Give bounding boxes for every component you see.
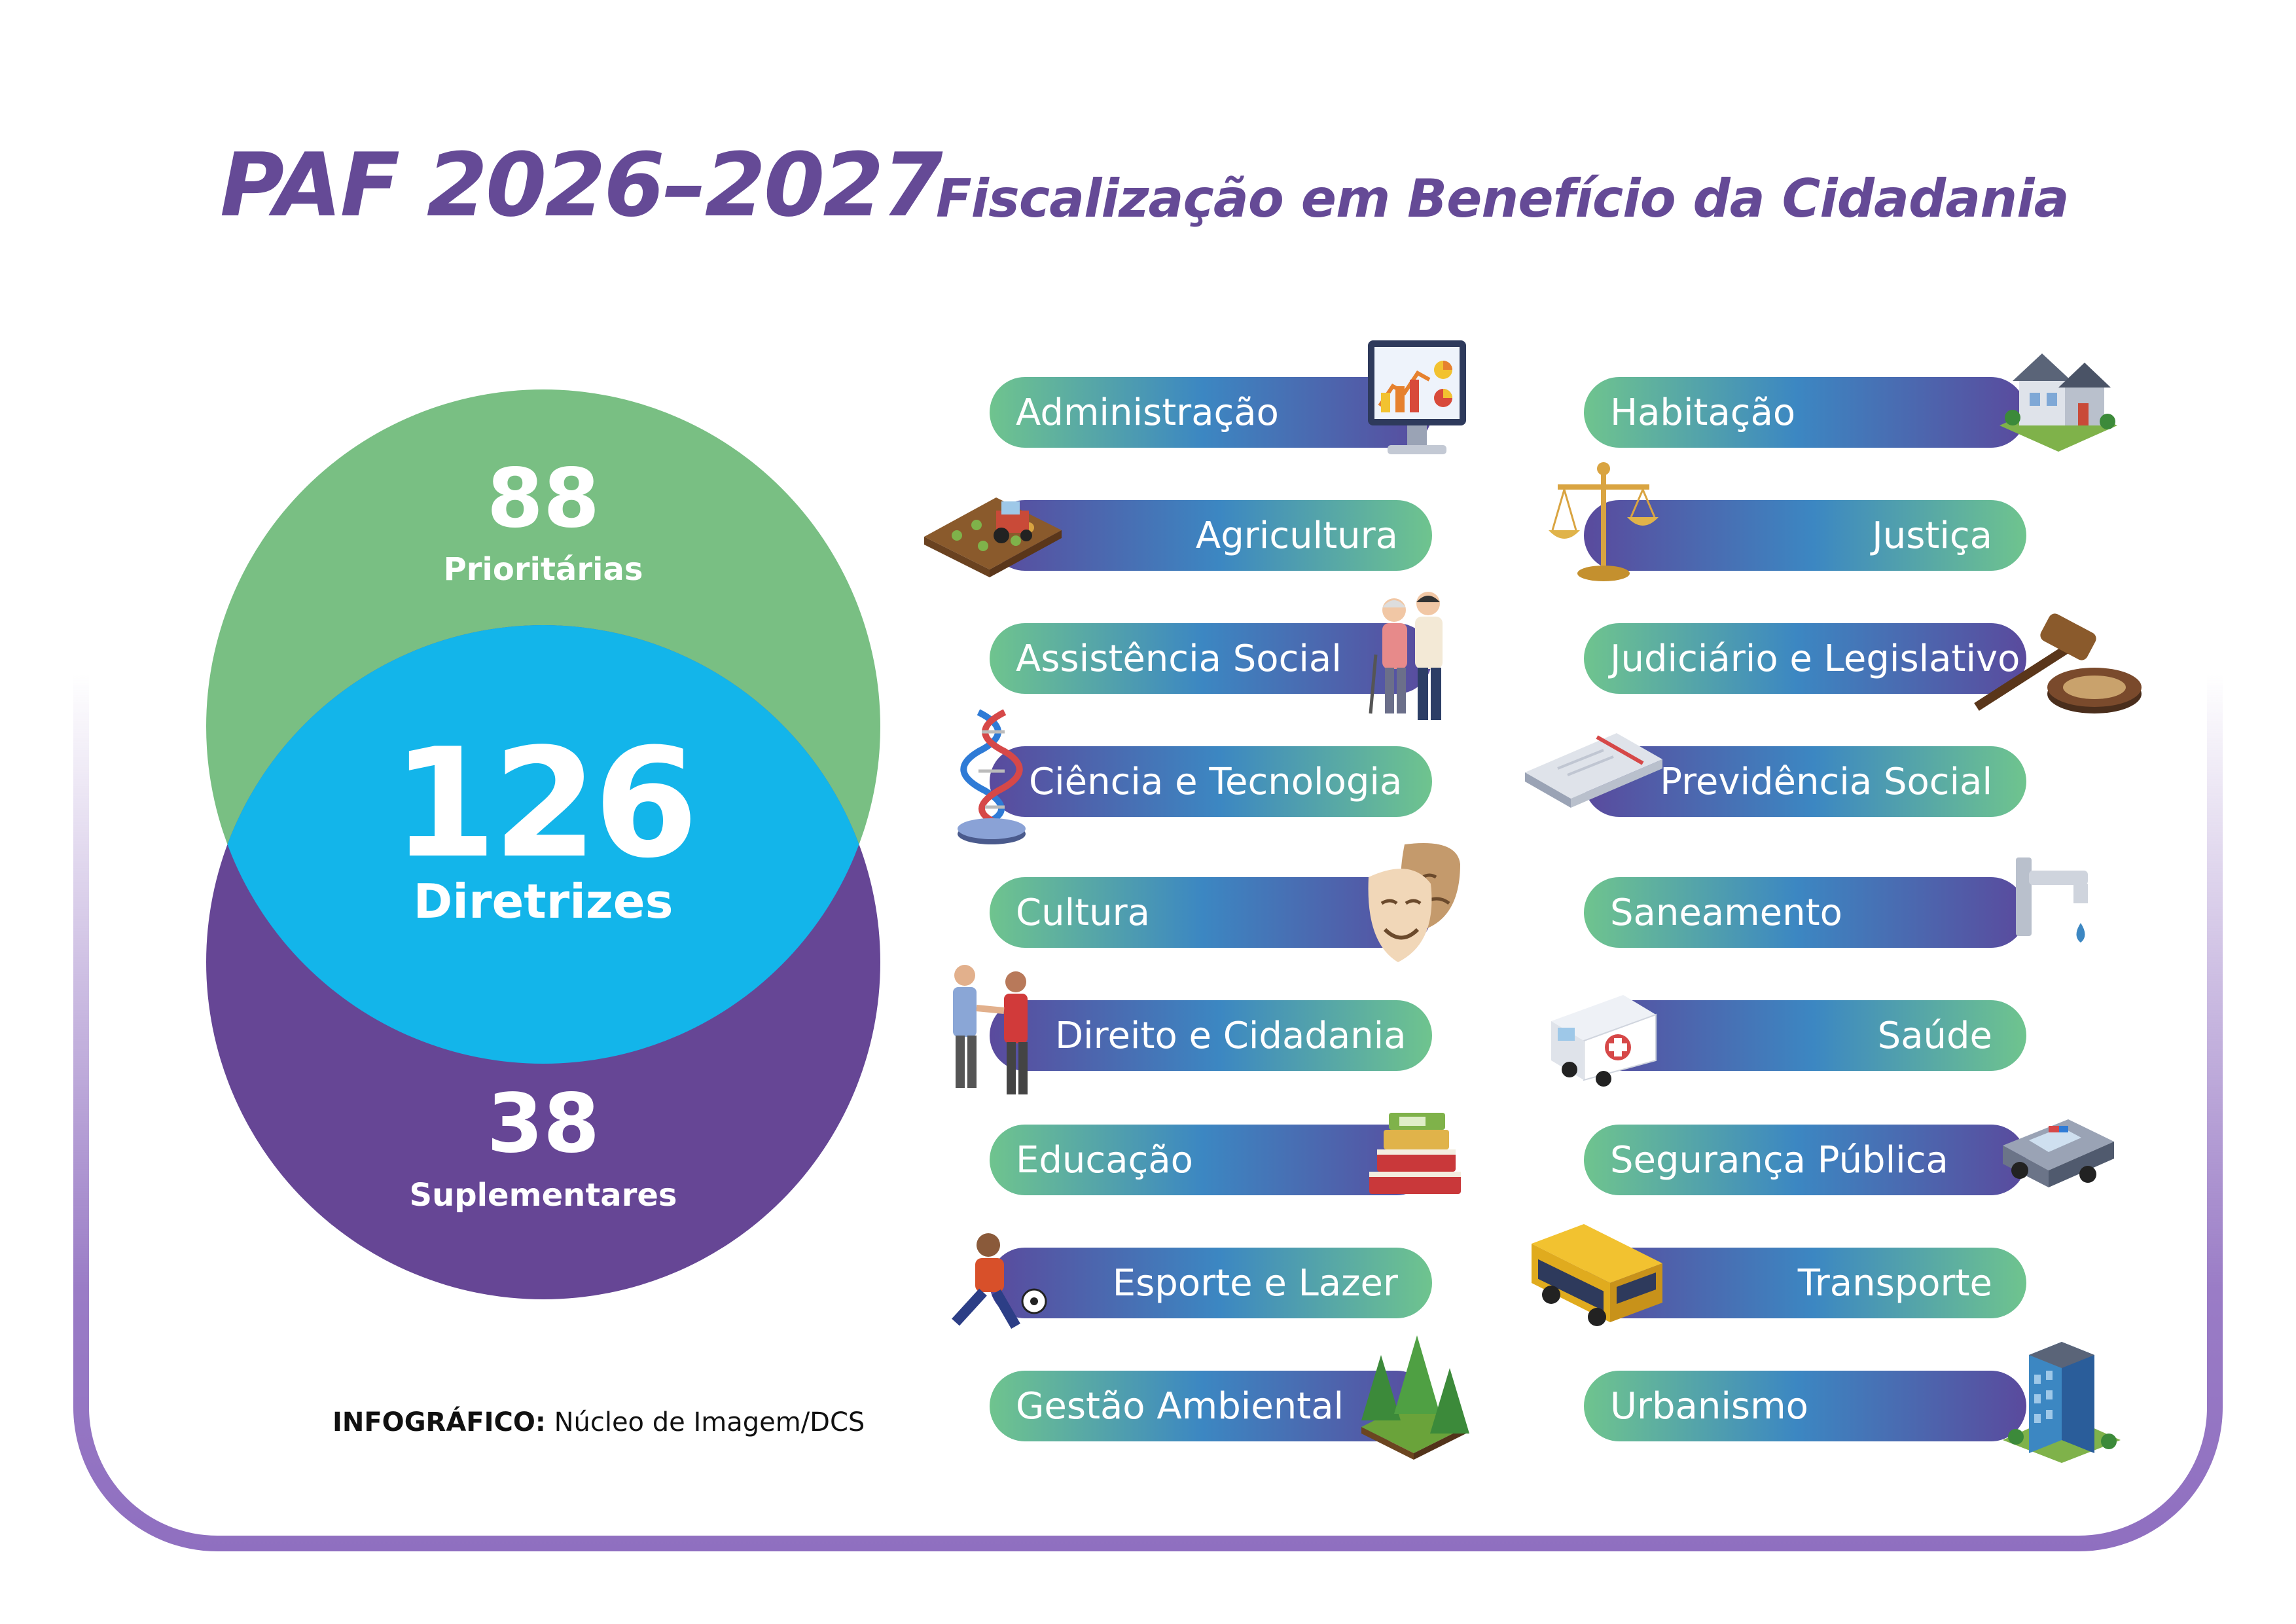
theme-direito-cidadania: Direito e Cidadania: [990, 1000, 1432, 1071]
gavel-icon: [1974, 613, 2142, 713]
theme-label: Transporte: [1797, 1261, 1992, 1305]
theme-justica: Justiça: [1584, 500, 2026, 571]
handshake-people-icon: [953, 965, 1028, 1094]
faucet-icon: [2016, 857, 2088, 943]
theme-seguranca-publica: Segurança Pública: [1584, 1125, 2026, 1195]
venn-intersection-diretrizes: [206, 625, 880, 1064]
document-icon: [1525, 733, 1662, 808]
theme-label: Saneamento: [1610, 891, 1842, 934]
theme-label: Esporte e Lazer: [1112, 1261, 1398, 1305]
credit-text: Núcleo de Imagem/DCS: [554, 1407, 865, 1437]
book-stack-icon: [1369, 1113, 1461, 1194]
infographic-credit: INFOGRÁFICO: Núcleo de Imagem/DCS: [332, 1407, 865, 1437]
theme-label: Segurança Pública: [1610, 1138, 1948, 1182]
theme-label: Justiça: [1872, 514, 1992, 557]
credit-label: INFOGRÁFICO:: [332, 1407, 546, 1437]
theme-agricultura: Agricultura: [990, 500, 1432, 571]
forest-icon: [1361, 1335, 1469, 1460]
theater-masks-icon: [1368, 843, 1460, 962]
theme-saneamento: Saneamento: [1584, 877, 2026, 948]
theme-urbanismo: Urbanismo: [1584, 1371, 2026, 1441]
theme-administracao: Administração: [990, 377, 1432, 448]
theme-saude: Saúde: [1584, 1000, 2026, 1071]
ambulance-icon: [1551, 995, 1657, 1087]
suplementares-label: Suplementares: [409, 1177, 677, 1214]
page-title: PAF 2026–2027: [220, 134, 943, 236]
theme-label: Saúde: [1877, 1014, 1992, 1057]
theme-label: Urbanismo: [1610, 1384, 1808, 1428]
prioritarias-count: 88: [486, 452, 600, 546]
theme-label: Educação: [1016, 1138, 1193, 1182]
scales-icon: [1549, 462, 1659, 581]
theme-label: Assistência Social: [1016, 637, 1342, 680]
theme-educacao: Educação: [990, 1125, 1432, 1195]
theme-label: Previdência Social: [1660, 760, 1992, 803]
suplementares-count: 38: [486, 1077, 600, 1171]
tractor-field-icon: [924, 497, 1062, 577]
theme-judiciario-legislativo: Judiciário e Legislativo: [1584, 623, 2026, 694]
theme-gestao-ambiental: Gestão Ambiental: [990, 1371, 1432, 1441]
monitor-chart-icon: [1368, 340, 1466, 454]
diretrizes-count: 126: [391, 717, 698, 892]
theme-label: Habitação: [1610, 391, 1796, 434]
theme-label: Administração: [1016, 391, 1279, 434]
elderly-couple-icon: [1369, 592, 1443, 720]
theme-cultura: Cultura: [990, 877, 1432, 948]
soccer-player-icon: [952, 1233, 1047, 1329]
theme-label: Direito e Cidadania: [1055, 1014, 1407, 1057]
bus-icon: [1532, 1224, 1662, 1326]
theme-transporte: Transporte: [1584, 1248, 2026, 1318]
theme-ciencia-tecnologia: Ciência e Tecnologia: [990, 746, 1432, 817]
prioritarias-label: Prioritárias: [443, 551, 643, 588]
dna-helix-icon: [958, 709, 1026, 844]
theme-label: Gestão Ambiental: [1016, 1384, 1344, 1428]
theme-assistencia-social: Assistência Social: [990, 623, 1432, 694]
house-icon: [2000, 353, 2117, 452]
police-car-icon: [2003, 1119, 2114, 1187]
theme-label: Agricultura: [1195, 514, 1398, 557]
theme-label: Cultura: [1016, 891, 1150, 934]
theme-habitacao: Habitação: [1584, 377, 2026, 448]
theme-label: Judiciário e Legislativo: [1610, 637, 2020, 680]
page-subtitle: Fiscalização em Benefício da Cidadania: [936, 168, 2070, 229]
theme-esporte-lazer: Esporte e Lazer: [990, 1248, 1432, 1318]
theme-label: Ciência e Tecnologia: [1029, 760, 1403, 803]
diretrizes-label: Diretrizes: [413, 874, 673, 929]
building-icon: [2003, 1342, 2121, 1463]
